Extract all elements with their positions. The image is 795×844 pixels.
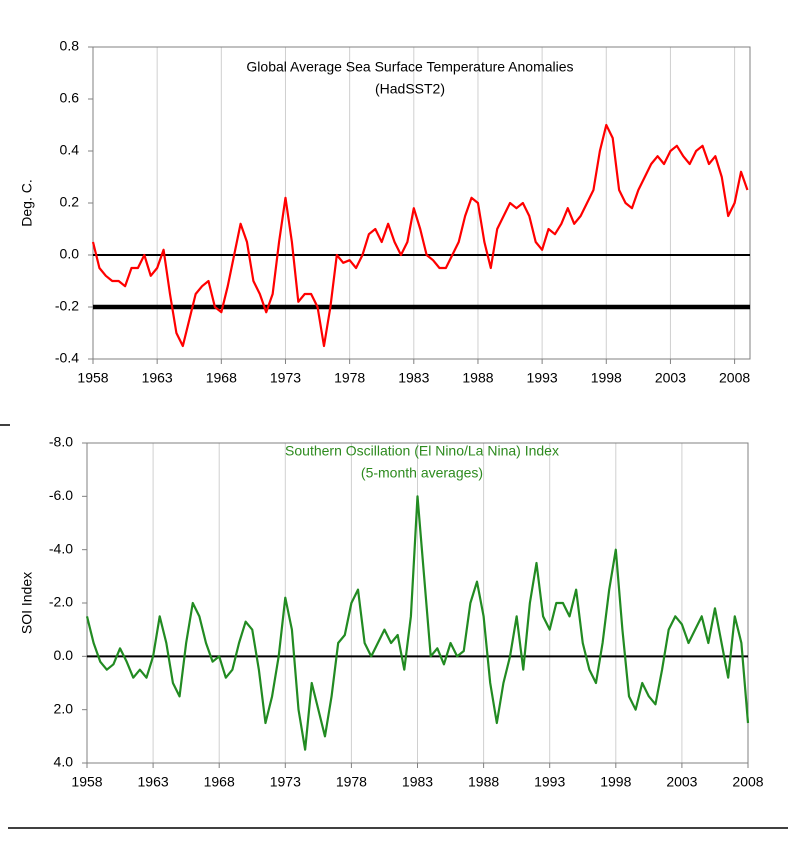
chart-title: Southern Oscillation (El Nino/La Nina) I… <box>285 443 559 459</box>
y-tick-label: -4.0 <box>49 540 73 556</box>
y-tick-label: 0.2 <box>60 194 80 210</box>
x-tick-label: 1963 <box>142 370 173 386</box>
plot-frame <box>92 46 751 360</box>
x-tick-label: 1993 <box>527 370 558 386</box>
x-tick-label: 2003 <box>666 774 697 790</box>
chart-title: Global Average Sea Surface Temperature A… <box>246 59 573 75</box>
y-tick-label: -6.0 <box>49 487 73 503</box>
y-tick-label: 2.0 <box>54 700 74 716</box>
x-tick-label: 1973 <box>270 774 301 790</box>
y-tick-label: -2.0 <box>49 594 73 610</box>
x-tick-label: 1983 <box>402 774 433 790</box>
x-tick-label: 1988 <box>468 774 499 790</box>
x-tick-label: 1968 <box>206 370 237 386</box>
chart-subtitle: (HadSST2) <box>375 81 445 97</box>
plot-frame <box>86 442 749 764</box>
x-tick-label: 1993 <box>534 774 565 790</box>
x-tick-label: 1958 <box>77 370 108 386</box>
y-tick-label: 4.0 <box>54 754 74 770</box>
y-tick-label: 0.4 <box>60 142 80 158</box>
x-tick-label: 1958 <box>71 774 102 790</box>
y-axis-label: Deg. C. <box>19 179 35 226</box>
y-tick-label: -0.2 <box>55 298 79 314</box>
x-tick-label: 1988 <box>462 370 493 386</box>
x-tick-label: 1963 <box>138 774 169 790</box>
data-line <box>91 123 749 348</box>
y-tick-label: 0.0 <box>54 647 74 663</box>
x-tick-label: 1978 <box>336 774 367 790</box>
x-tick-label: 1978 <box>334 370 365 386</box>
x-tick-label: 2008 <box>719 370 750 386</box>
data-line <box>85 495 750 751</box>
chart-subtitle: (5-month averages) <box>361 465 483 481</box>
chart: 1958 1963 1968 1973 1978 1983 1988 1993 1998 2003… <box>19 434 764 790</box>
x-tick-label: 2008 <box>732 774 763 790</box>
y-tick-label: 0.8 <box>60 38 80 54</box>
y-tick-label: -8.0 <box>49 434 73 450</box>
y-tick-label: 0.6 <box>60 90 80 106</box>
x-tick-label: 2003 <box>655 370 686 386</box>
x-tick-label: 1968 <box>204 774 235 790</box>
y-axis-label: SOI Index <box>19 572 35 634</box>
x-tick-label: 1998 <box>591 370 622 386</box>
y-tick-label: 0.0 <box>60 246 80 262</box>
x-tick-label: 1983 <box>398 370 429 386</box>
y-tick-label: -0.4 <box>55 350 79 366</box>
chart: 1958 1963 1968 1973 1978 1983 1988 1993 1998 2003… <box>19 38 751 386</box>
x-tick-label: 1998 <box>600 774 631 790</box>
x-tick-label: 1973 <box>270 370 301 386</box>
